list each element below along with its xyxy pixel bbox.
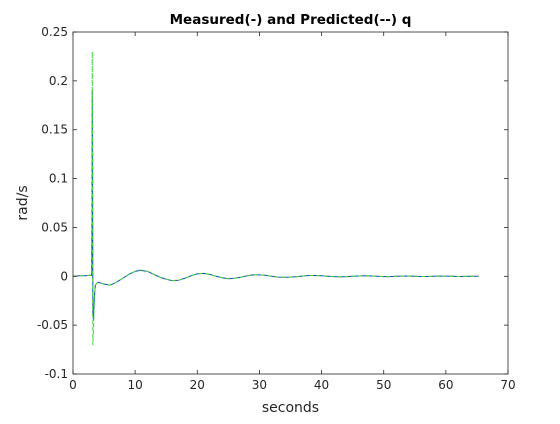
y-tick-label: 0.15	[41, 123, 68, 137]
x-tick-label: 40	[314, 378, 329, 392]
y-axis-ticks: -0.1 -0.05 0 0.05 0.1 0.15 0.2 0.25	[37, 25, 508, 381]
chart-title: Measured(-) and Predicted(--) q	[170, 12, 412, 28]
x-axis-ticks: 0 10 20 30 40 50 60 70	[69, 32, 516, 392]
series-layer	[72, 51, 479, 346]
y-tick-label: 0.25	[41, 25, 68, 39]
x-tick-label: 30	[252, 378, 267, 392]
predicted-series-line	[72, 51, 479, 346]
y-axis-label: rad/s	[15, 185, 31, 220]
y-tick-label: -0.05	[37, 318, 68, 332]
x-tick-label: 70	[500, 378, 515, 392]
y-tick-label: 0.2	[49, 74, 68, 88]
x-tick-label: 50	[376, 378, 391, 392]
y-tick-label: 0	[60, 269, 68, 283]
y-tick-label: 0.05	[41, 220, 68, 234]
x-tick-label: 60	[438, 378, 453, 392]
axes-box	[72, 31, 509, 375]
x-axis-label: seconds	[262, 400, 319, 416]
y-tick-label: 0.1	[49, 172, 68, 186]
plot-background	[73, 32, 508, 374]
x-tick-label: 0	[69, 378, 77, 392]
x-tick-label: 20	[190, 378, 205, 392]
x-tick-label: 10	[128, 378, 143, 392]
y-tick-label: -0.1	[45, 367, 68, 381]
